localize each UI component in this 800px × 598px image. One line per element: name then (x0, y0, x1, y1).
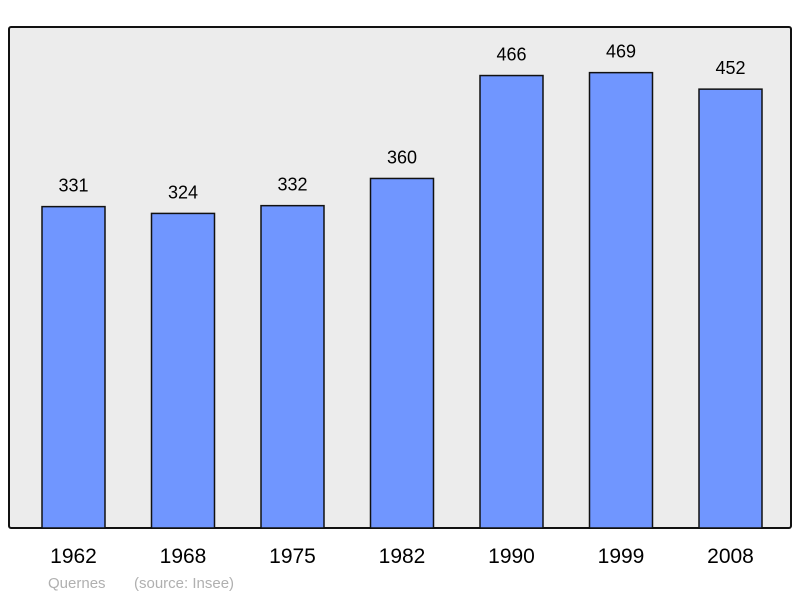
bar-1999 (588, 71, 654, 529)
data-label-1968: 324 (168, 182, 198, 202)
bar-1990 (479, 74, 544, 529)
x-tick-label: 1982 (379, 545, 426, 568)
bar-1968 (150, 212, 216, 529)
bar-1962 (41, 205, 106, 529)
data-label-1990: 466 (496, 45, 526, 65)
footer-place: Quernes (48, 575, 106, 592)
x-tick-label: 1999 (598, 545, 645, 568)
x-tick-label: 1962 (50, 545, 97, 568)
x-tick-label: 2008 (707, 545, 754, 568)
x-tick-label: 1968 (160, 545, 207, 568)
data-label-2008: 452 (715, 58, 745, 78)
bar-1975 (260, 204, 325, 529)
data-label-1962: 331 (58, 176, 88, 196)
bar-1982 (369, 177, 435, 529)
footer-source: (source: Insee) (134, 575, 235, 592)
data-label-1982: 360 (387, 147, 417, 167)
data-label-1999: 469 (606, 42, 636, 62)
x-tick-label: 1990 (488, 545, 535, 568)
bar-2008 (698, 88, 763, 529)
data-label-1975: 332 (277, 175, 307, 195)
x-tick-label: 1975 (269, 545, 316, 568)
